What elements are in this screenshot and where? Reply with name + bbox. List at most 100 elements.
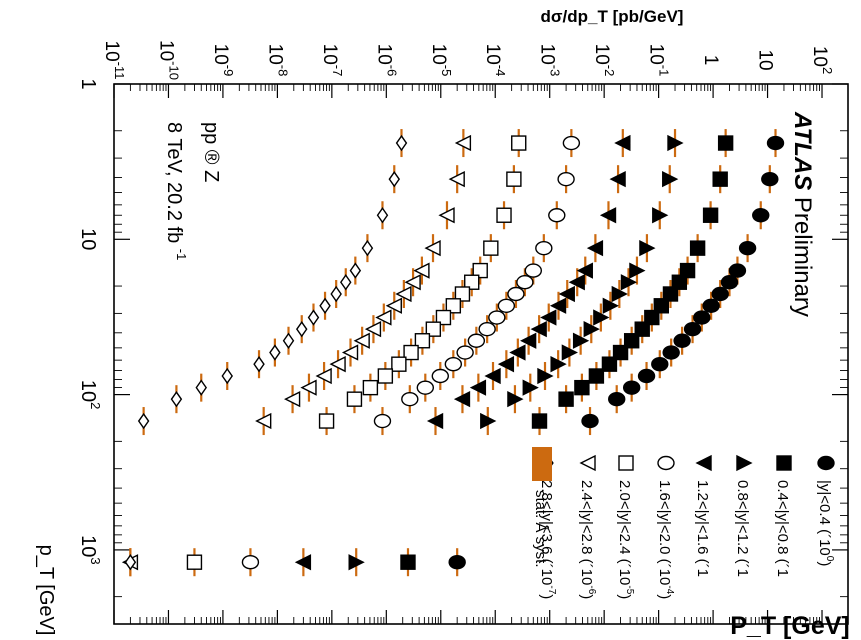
y-tick-label: 10-2: [591, 44, 617, 77]
marker-triangle: [454, 134, 472, 152]
legend-label: |y|<0.4 (´100): [816, 480, 835, 566]
y-tick-exponent: -11: [112, 62, 127, 80]
marker-circle: [241, 554, 260, 570]
marker-square: [362, 379, 379, 396]
x-tick-base: 10: [77, 228, 99, 250]
y-tick-label: 10-7: [319, 44, 345, 77]
marker-square: [634, 321, 650, 337]
marker-triangle: [586, 240, 604, 257]
y-tick-exponent: 2: [820, 67, 835, 74]
marker-square: [496, 207, 512, 223]
marker-circle: [548, 208, 566, 223]
x-tick-base: 10: [77, 380, 99, 402]
marker-circle: [728, 263, 747, 278]
marker-triangle: [602, 297, 619, 314]
marker-circle: [444, 356, 463, 372]
marker-circle: [557, 171, 575, 187]
marker-triangle: [736, 454, 753, 472]
x-tick-label: 103: [77, 535, 103, 564]
marker-circle: [488, 310, 506, 325]
y-tick-base: 10: [646, 44, 667, 65]
marker-square: [717, 135, 734, 151]
marker-triangle: [509, 344, 526, 361]
x-tick-label: 10: [77, 228, 99, 250]
marker-diamond: [349, 262, 362, 279]
marker-diamond: [124, 553, 137, 571]
marker-diamond: [295, 320, 308, 338]
marker-circle: [608, 391, 626, 407]
marker-square: [644, 309, 660, 326]
process-label: pp ® Z: [200, 122, 222, 182]
marker-square: [662, 286, 679, 302]
marker-square: [679, 262, 696, 279]
y-tick-label: 10-8: [264, 44, 290, 77]
marker-diamond: [307, 309, 320, 326]
marker-triangle: [579, 454, 596, 472]
marker-triangle: [652, 207, 669, 224]
marker-circle: [524, 263, 543, 278]
marker-circle: [373, 413, 392, 429]
legend-label-text: 1.6<|y|<2.0 (´10: [656, 480, 673, 585]
marker-triangle: [614, 134, 631, 152]
legend-label-text: 2.4<|y|<2.8 (´10: [578, 480, 595, 585]
marker-circle: [693, 310, 711, 325]
marker-circle: [657, 455, 675, 471]
y-tick-label: 10-6: [373, 44, 399, 77]
x-tick-label: 102: [77, 380, 103, 409]
marker-square: [712, 171, 728, 187]
marker-diamond: [137, 412, 150, 430]
marker-square: [454, 286, 471, 302]
legend-label-text: 2.8<|y|<3.6 (´10: [538, 480, 555, 585]
marker-diamond: [253, 355, 265, 373]
marker-triangle: [413, 262, 430, 279]
legend-exponent: -5: [624, 585, 635, 594]
marker-square: [776, 455, 792, 471]
marker-triangle: [375, 309, 392, 326]
marker-circle: [738, 240, 757, 256]
marker-triangle: [620, 274, 638, 291]
marker-triangle: [353, 332, 370, 349]
legend-close: ): [656, 594, 673, 599]
y-tick-exponent: -5: [439, 65, 454, 77]
marker-square: [506, 171, 522, 187]
x-tick-label: 1: [77, 78, 99, 89]
y-tick-labels: 10-1110-1010-910-810-710-610-510-410-310…: [101, 40, 835, 80]
marker-triangle: [549, 297, 567, 314]
marker-triangle: [558, 285, 575, 303]
x-axis-title: P_T [GeV]: [730, 612, 849, 640]
legend-label: 1.2<|y|<1.6 (´1: [694, 480, 711, 577]
marker-triangle: [484, 367, 501, 385]
y-tick-exponent: -8: [275, 65, 290, 77]
y-tick-base: 10: [755, 49, 776, 70]
marker-circle: [662, 345, 680, 360]
y-tick-base: 10: [591, 44, 612, 65]
y-tick-base: 10: [537, 44, 558, 65]
x-tick-base: 1: [77, 78, 99, 89]
y-tick-exponent: -2: [602, 65, 617, 77]
data-markers: [121, 134, 785, 571]
experiment-label: ATLAS Preliminary: [789, 111, 816, 317]
marker-triangle: [568, 274, 585, 291]
marker-triangle: [497, 356, 515, 373]
legend-label: 0.8<|y|<1.2 (´1: [734, 480, 751, 577]
marker-triangle: [255, 412, 272, 430]
marker-circle: [478, 321, 496, 337]
marker-circle: [581, 413, 599, 429]
marker-square: [400, 554, 416, 570]
marker-square: [612, 344, 629, 361]
marker-circle: [720, 275, 739, 290]
y-tick-exponent: -6: [384, 65, 399, 77]
energy-lumi-label: 8 TeV, 20.2 fb -1: [163, 122, 189, 260]
marker-triangle: [667, 134, 684, 152]
marker-square: [558, 391, 574, 407]
marker-circle: [497, 298, 516, 313]
marker-square: [618, 455, 634, 471]
marker-diamond: [195, 379, 208, 396]
y-tick-base: 10: [155, 40, 176, 61]
marker-circle: [467, 333, 486, 348]
marker-triangle: [438, 207, 455, 224]
y-tick-exponent: -9: [221, 65, 236, 77]
marker-diamond: [339, 274, 352, 291]
marker-triangle: [530, 321, 547, 338]
